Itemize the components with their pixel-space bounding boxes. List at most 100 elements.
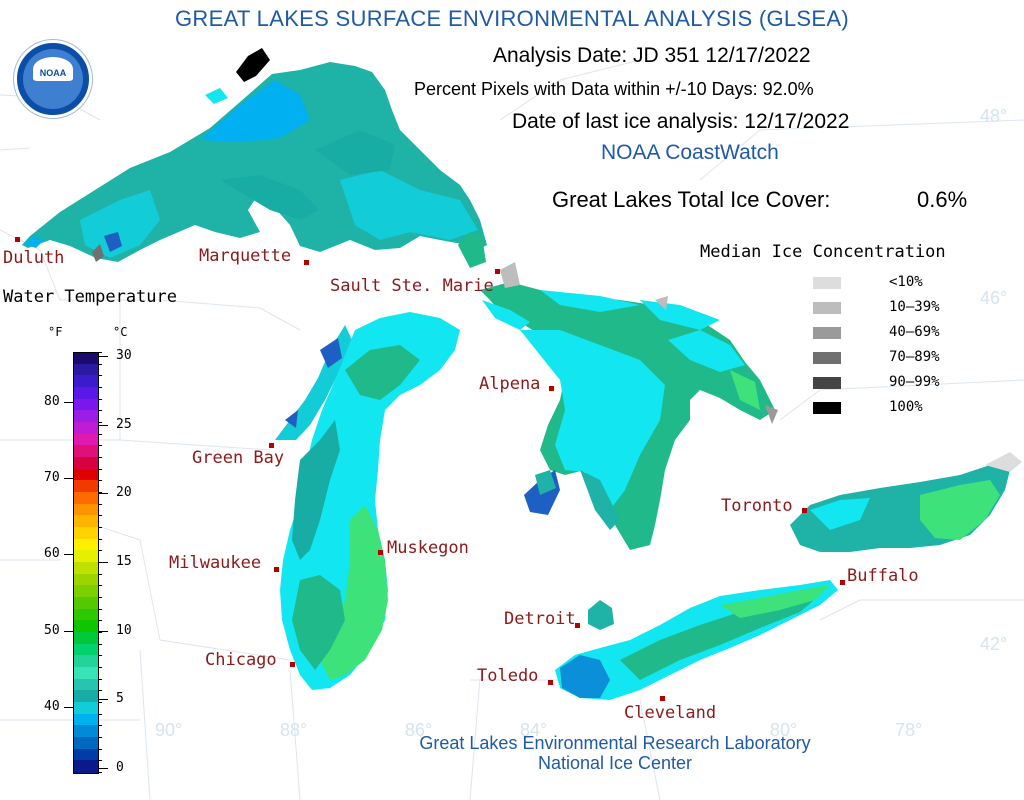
color-bar-cell xyxy=(74,643,98,656)
noaa-logo: NOAA xyxy=(14,40,92,118)
minor-tick-mark xyxy=(98,352,102,353)
city-label-chicago: Chicago xyxy=(205,650,277,670)
lake-superior xyxy=(22,48,487,268)
minor-tick-mark xyxy=(98,702,102,703)
city-marker xyxy=(274,567,279,572)
color-bar-cell xyxy=(74,503,98,516)
celsius-tick-mark xyxy=(98,768,108,769)
color-bar-cell xyxy=(74,398,98,411)
city-label-toledo: Toledo xyxy=(477,666,539,686)
minor-tick-mark xyxy=(98,725,102,727)
color-bar-cell xyxy=(74,352,98,365)
ice-legend-label: 70–89% xyxy=(889,349,940,365)
lake-huron xyxy=(480,262,778,550)
ice-legend-title: Median Ice Concentration xyxy=(700,242,946,262)
color-bar-cell xyxy=(74,550,98,563)
minor-tick-mark xyxy=(98,410,102,412)
minor-tick-mark xyxy=(98,713,102,715)
page-title: GREAT LAKES SURFACE ENVIRONMENTAL ANALYS… xyxy=(175,6,849,31)
celsius-tick-mark xyxy=(98,493,108,495)
color-bar-cell xyxy=(74,573,98,586)
minor-tick-mark xyxy=(98,363,102,365)
city-label-buffalo: Buffalo xyxy=(847,566,919,586)
ice-legend-swatch xyxy=(813,327,841,339)
footer-line-1: Great Lakes Environmental Research Labor… xyxy=(419,733,811,753)
city-marker xyxy=(378,550,383,555)
celsius-tick-mark xyxy=(98,424,108,426)
lake-ontario xyxy=(790,452,1022,552)
minor-tick-mark xyxy=(98,387,102,388)
minor-tick-mark xyxy=(98,422,102,423)
color-bar-cell xyxy=(74,667,98,680)
lon-88-label: 88° xyxy=(280,720,308,740)
city-marker xyxy=(840,580,845,585)
celsius-tick-mark xyxy=(98,699,108,701)
color-bar-cell xyxy=(74,538,98,551)
ice-legend-label: <10% xyxy=(889,274,923,290)
percent-pixels-text: Percent Pixels with Data within +/-10 Da… xyxy=(414,79,814,99)
city-label-marquette: Marquette xyxy=(199,246,292,266)
minor-tick-mark xyxy=(98,748,102,750)
ice-legend-label: 100% xyxy=(889,399,923,415)
city-marker xyxy=(304,260,309,265)
fahrenheit-tick-label: 40 xyxy=(44,698,60,714)
minor-tick-mark xyxy=(98,573,102,575)
fahrenheit-tick-mark xyxy=(64,630,73,632)
celsius-tick-label: 5 xyxy=(116,691,124,707)
city-label-milwaukee: Milwaukee xyxy=(169,553,262,573)
total-ice-value: 0.6% xyxy=(917,187,968,212)
fahrenheit-tick-label: 70 xyxy=(44,470,60,486)
city-label-green-bay: Green Bay xyxy=(192,448,285,468)
color-bar-cell xyxy=(74,422,98,435)
lake-st-clair xyxy=(588,600,614,630)
minor-tick-mark xyxy=(98,597,102,598)
city-marker xyxy=(290,662,295,667)
lon-86-label: 86° xyxy=(405,720,433,740)
minor-tick-mark xyxy=(98,538,102,540)
color-bar-cell xyxy=(74,632,98,645)
color-bar-cell xyxy=(74,468,98,481)
celsius-tick-label: 0 xyxy=(116,760,124,775)
color-bar-cell xyxy=(74,562,98,575)
ice-analysis-date: Date of last ice analysis: 12/17/2022 xyxy=(512,110,850,133)
minor-tick-mark xyxy=(98,643,102,645)
ice-legend-swatch xyxy=(813,277,841,289)
color-bar-cell xyxy=(74,748,98,761)
color-bar-cell xyxy=(74,363,98,376)
celsius-tick-label: 15 xyxy=(116,554,132,569)
color-bar-cell xyxy=(74,410,98,423)
unit-c-label: °C xyxy=(113,325,128,339)
ice-legend-swatch xyxy=(813,402,841,414)
noaa-logo-text: NOAA xyxy=(39,68,67,78)
city-label-muskegon: Muskegon xyxy=(387,538,469,558)
color-bar-cell xyxy=(74,702,98,715)
ice-legend-swatch xyxy=(813,352,841,364)
color-bar-cell xyxy=(74,725,98,738)
fahrenheit-tick-mark xyxy=(64,706,73,708)
minor-tick-mark xyxy=(98,550,102,552)
analysis-date: Analysis Date: JD 351 12/17/2022 xyxy=(493,44,811,67)
color-bar-cell xyxy=(74,492,98,505)
lon-80-label: 80° xyxy=(770,720,798,740)
lat-42-label: 42° xyxy=(980,634,1008,654)
data-source: NOAA CoastWatch xyxy=(601,141,779,164)
color-bar-cell xyxy=(74,737,98,750)
color-bar-cell xyxy=(74,445,98,458)
celsius-tick-mark xyxy=(98,356,108,357)
lat-48-label: 48° xyxy=(980,106,1008,126)
unit-f-label: °F xyxy=(48,325,63,339)
minor-tick-mark xyxy=(98,608,102,610)
celsius-tick-label: 20 xyxy=(116,485,132,501)
celsius-tick-mark xyxy=(98,630,108,632)
city-marker xyxy=(548,680,553,685)
color-bar-cell xyxy=(74,597,98,610)
total-ice-label: Great Lakes Total Ice Cover: xyxy=(552,187,831,212)
city-label-detroit: Detroit xyxy=(504,609,576,629)
minor-tick-mark xyxy=(98,503,102,505)
fahrenheit-tick-label: 80 xyxy=(44,393,60,409)
ice-legend-swatch xyxy=(813,377,841,389)
footer-line-2: National Ice Center xyxy=(537,753,693,773)
city-label-alpena: Alpena xyxy=(479,374,541,394)
celsius-tick-mark xyxy=(98,562,108,563)
